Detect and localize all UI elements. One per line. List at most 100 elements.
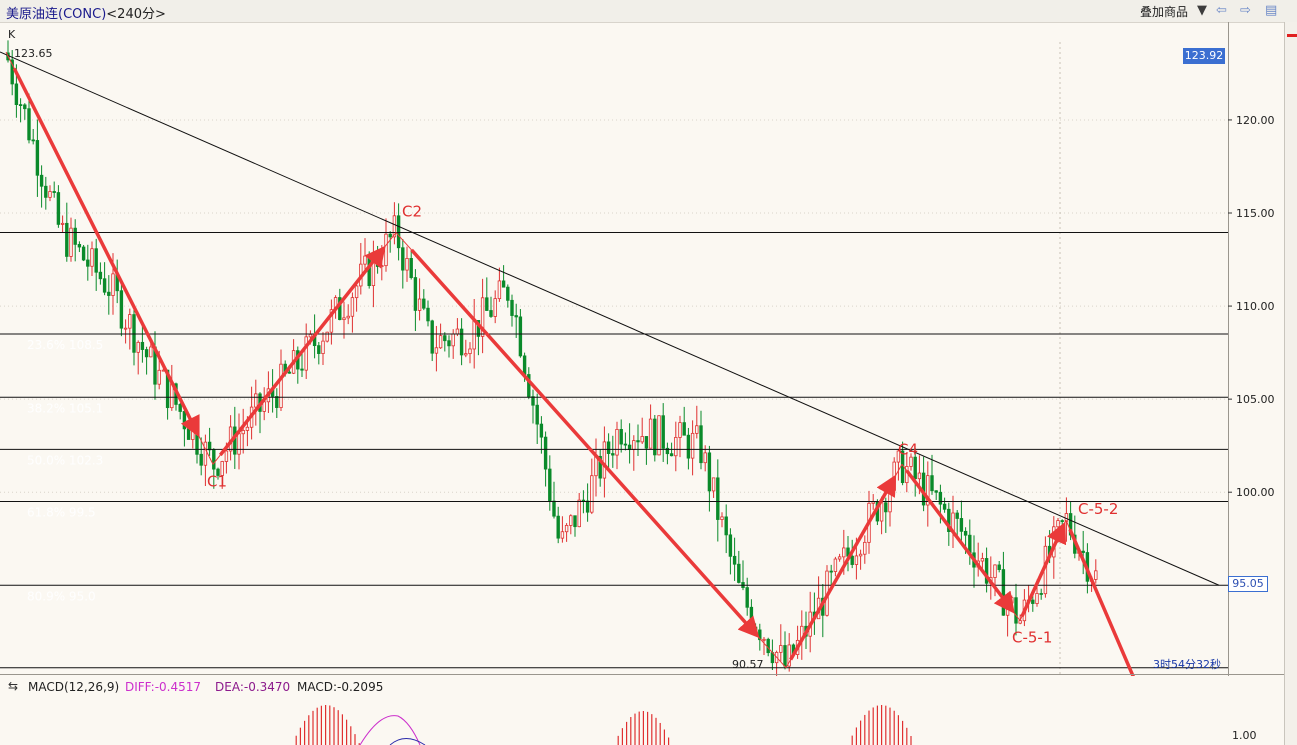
- candle-body: [426, 307, 430, 322]
- candle-body: [506, 286, 510, 301]
- candle-body: [354, 285, 359, 299]
- candle-body: [413, 277, 418, 311]
- candle-body: [405, 258, 409, 271]
- candle-body: [644, 436, 649, 449]
- candle-body: [144, 349, 149, 358]
- candle-body: [543, 436, 548, 470]
- candle-body: [560, 531, 565, 539]
- candle-body: [44, 185, 48, 198]
- candle-body: [380, 265, 384, 268]
- candle-body: [720, 516, 724, 520]
- back-arrow-icon[interactable]: ⇦: [1216, 3, 1227, 18]
- candle-body: [552, 500, 556, 517]
- chart-labels: 23.6% 108.5 38.2% 105.1 50.0% 102.3 61.8% 9…: [27, 203, 1118, 676]
- panel-toggle-icon[interactable]: ▤: [1265, 3, 1278, 18]
- chart-header: 美原油连(CONC)<240分> 叠加商品 ▼ ⇦ ⇨ ▤: [0, 0, 1297, 23]
- forward-arrow-icon[interactable]: ⇨: [1240, 3, 1251, 18]
- candle-body: [1081, 550, 1085, 553]
- candle-body: [1031, 599, 1035, 604]
- candle-body: [938, 491, 943, 505]
- candle-body: [480, 297, 485, 337]
- candle-body: [863, 541, 867, 555]
- wave-arrow: [1020, 521, 1067, 618]
- overlay-product-button[interactable]: 叠加商品: [1140, 3, 1188, 20]
- dropdown-arrow-icon[interactable]: ▼: [1197, 3, 1207, 18]
- wave-label: C2: [402, 203, 422, 221]
- candle-body: [682, 422, 686, 436]
- candle-body: [699, 425, 703, 464]
- candle-body: [833, 558, 838, 572]
- overlay-label: 叠加商品: [1140, 5, 1189, 19]
- macd-axis-tick: 1.00: [1232, 729, 1257, 742]
- candle-body: [896, 450, 901, 463]
- candle-body: [485, 297, 489, 311]
- candle-body: [212, 449, 216, 470]
- candle-body: [1039, 593, 1043, 595]
- candle-body: [930, 475, 934, 492]
- candle-body: [140, 341, 145, 350]
- candle-body: [39, 174, 44, 187]
- candle-body: [980, 558, 985, 562]
- trendline: [0, 51, 1220, 586]
- candle-body: [753, 626, 758, 631]
- candle-body: [73, 227, 77, 245]
- candle-body: [762, 638, 766, 641]
- candle-body: [556, 515, 560, 539]
- candle-body: [342, 317, 346, 321]
- candle-body: [241, 430, 245, 435]
- candle-body: [132, 314, 136, 353]
- candle-body: [489, 310, 493, 317]
- candle-body: [695, 425, 699, 434]
- candle-body: [1060, 520, 1064, 522]
- period-label: <240分>: [106, 7, 166, 22]
- candle-body: [711, 477, 716, 492]
- candle-body: [438, 335, 443, 349]
- candle-body: [783, 645, 787, 667]
- candle-body: [94, 248, 98, 273]
- kline-chart[interactable]: 23.6% 108.5 38.2% 105.1 50.0% 102.3 61.8% 9…: [0, 22, 1228, 676]
- candle-body: [737, 563, 741, 583]
- candle-body: [674, 437, 678, 457]
- y-tick-label: 110.00: [1236, 300, 1275, 313]
- side-panel-edge[interactable]: [1284, 22, 1297, 745]
- candle-body: [522, 355, 527, 375]
- candle-body: [224, 450, 229, 462]
- candle-body: [77, 243, 82, 248]
- candle-body: [56, 192, 61, 225]
- candle-body: [459, 328, 464, 356]
- wave-arrow: [1068, 528, 1135, 676]
- macd-settings-icon[interactable]: ⇆: [8, 679, 19, 693]
- macd-chart[interactable]: [0, 696, 1228, 745]
- candle-body: [31, 139, 35, 142]
- candle-body: [304, 336, 308, 371]
- candle-body: [329, 309, 334, 333]
- candle-body: [963, 530, 968, 536]
- candle-body: [48, 191, 52, 198]
- y-tick-label: 105.00: [1236, 393, 1275, 406]
- macd-diff: DIFF:-0.4517: [125, 680, 202, 694]
- fib-level-label: 38.2% 105.1: [27, 401, 103, 415]
- candle-body: [598, 455, 602, 479]
- candles-layer: [6, 40, 1098, 676]
- candle-body: [52, 191, 56, 193]
- candle-body: [422, 298, 426, 309]
- candle-body: [766, 638, 770, 654]
- wave-thin-line: [1065, 519, 1134, 676]
- wave-label: C1: [207, 472, 227, 490]
- candle-body: [65, 222, 69, 257]
- wave-arrow: [789, 474, 897, 661]
- candle-body: [300, 368, 304, 371]
- candle-body: [493, 298, 497, 317]
- candle-body: [23, 104, 27, 110]
- macd-dea: DEA:-0.3470: [215, 680, 291, 694]
- candle-body: [35, 140, 40, 176]
- candle-body: [1094, 570, 1098, 580]
- candle-body: [430, 320, 434, 354]
- candle-body: [657, 415, 661, 456]
- candle-body: [573, 515, 577, 528]
- candle-body: [10, 59, 14, 85]
- candle-body: [842, 547, 846, 558]
- candle-body: [321, 340, 325, 354]
- y-axis-ticks: 120.00 115.00 110.00 105.00 100.00: [1228, 114, 1275, 499]
- last-price-tag: 95.05: [1228, 576, 1268, 592]
